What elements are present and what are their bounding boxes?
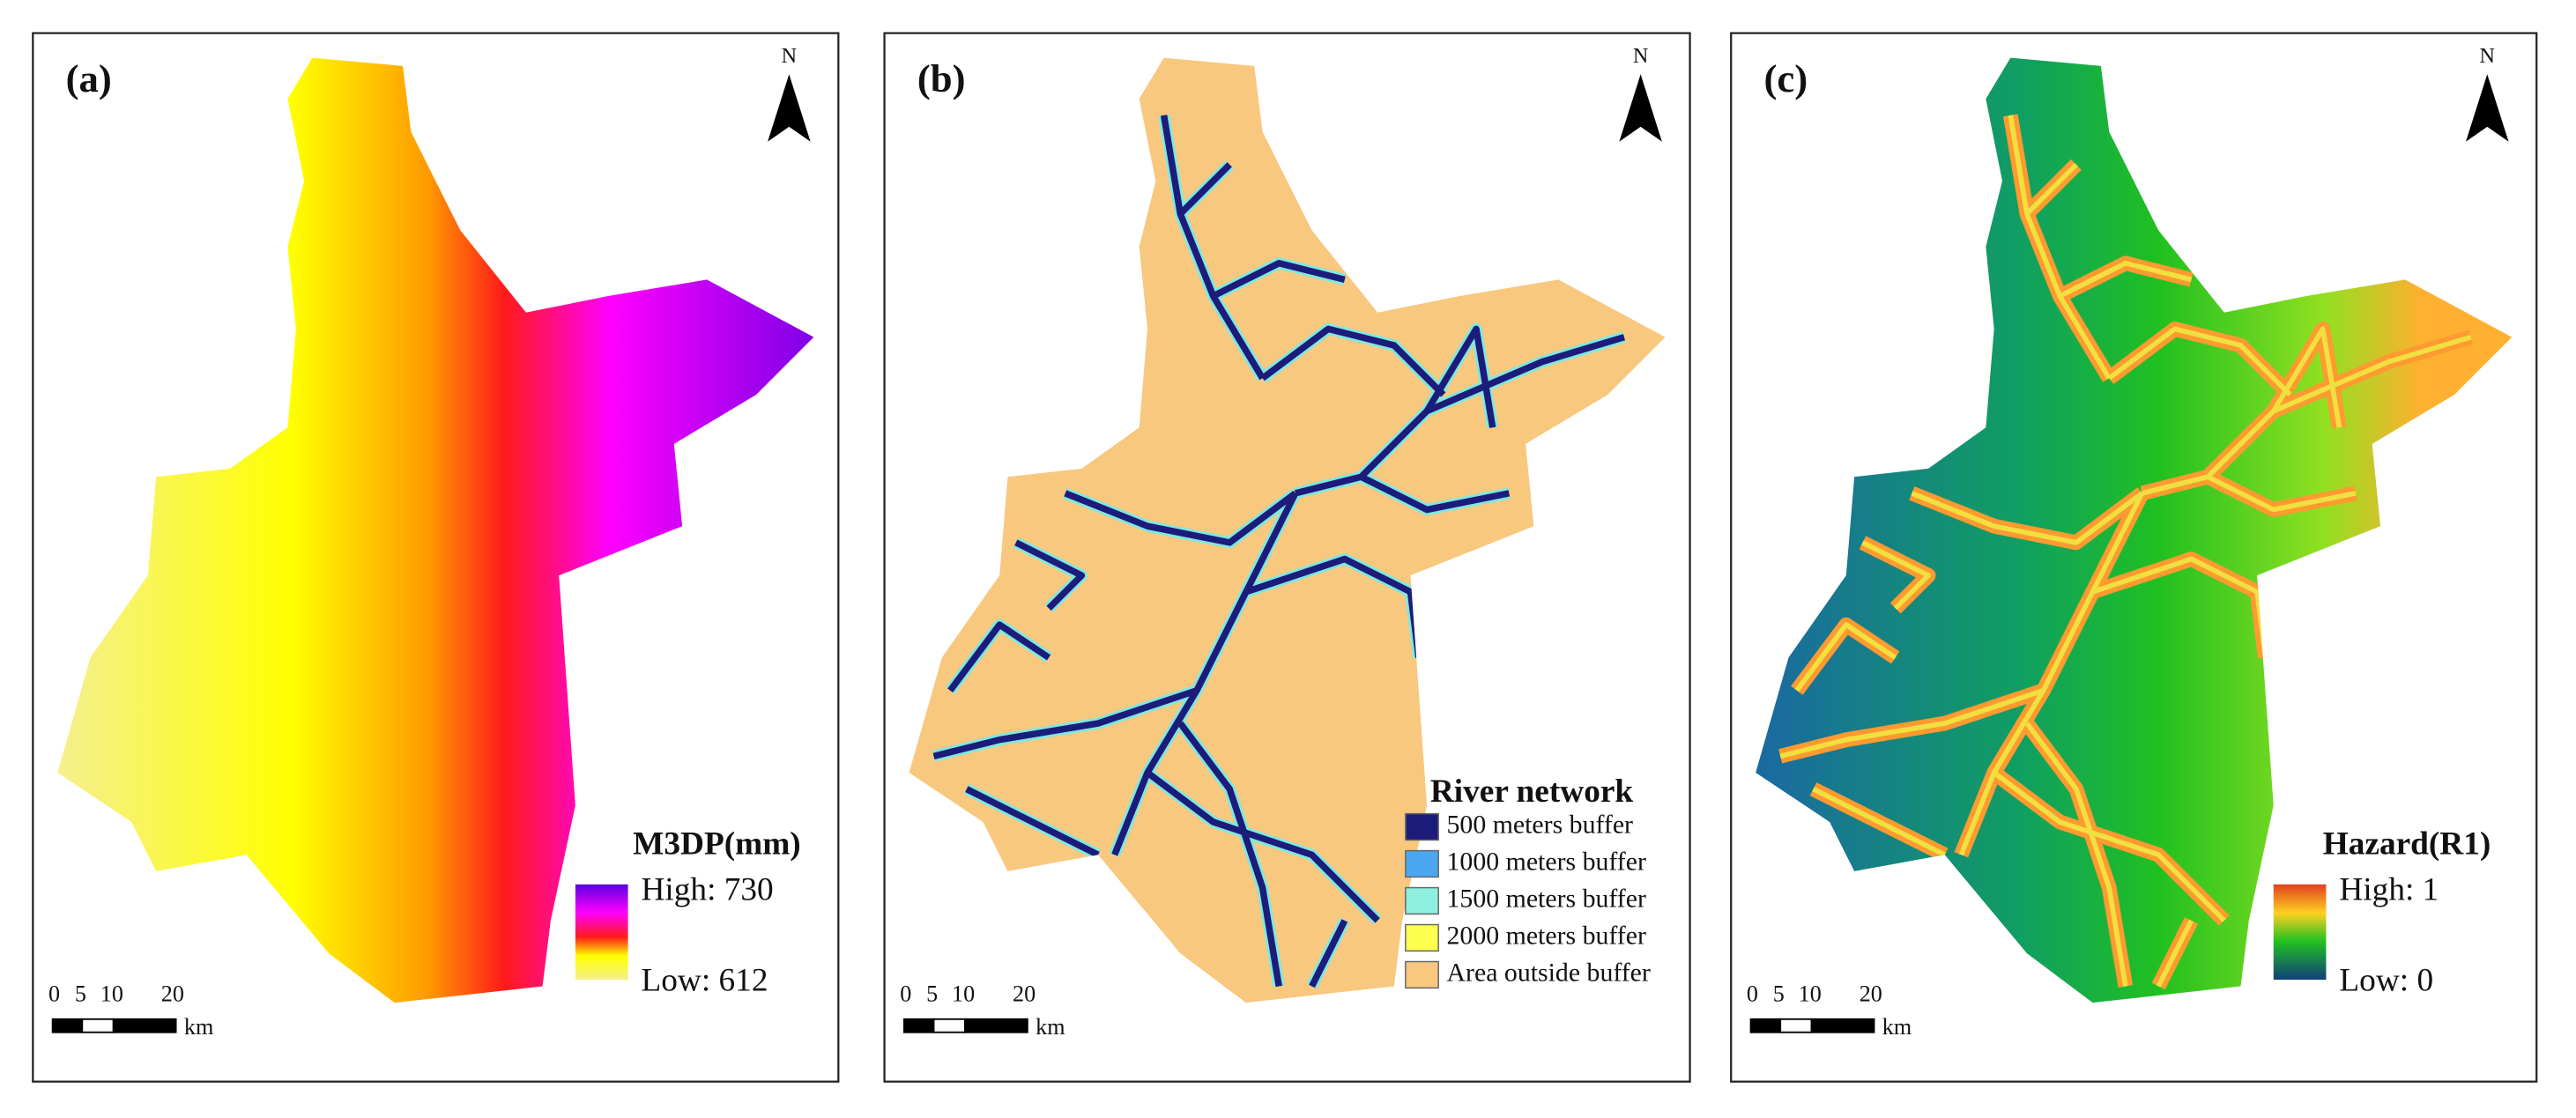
scale-label: 5 [75,981,86,1007]
legend-item: 1000 meters buffer [1447,847,1646,876]
scale-unit: km [184,1014,213,1040]
scale-bar [112,1018,177,1033]
legend-title: River network [1430,774,1634,810]
north-arrow [2466,74,2509,142]
north-arrow [1619,74,1662,142]
panel-label: (a) [66,56,112,100]
scale-label: 10 [1799,981,1822,1007]
panel-label: (c) [1764,56,1808,100]
scale-bar [964,1018,1028,1033]
north-arrow [768,74,811,142]
scale-unit: km [1036,1014,1065,1040]
north-label: N [782,44,798,68]
scale-unit: km [1882,1014,1912,1040]
scale-bar [1779,1018,1813,1033]
north-label: N [2480,44,2496,68]
legend-low: Low: 0 [2339,962,2433,998]
legend-low: Low: 612 [641,962,768,998]
legend-title: Hazard(R1) [2323,826,2491,862]
scale-bar [903,1018,935,1033]
scale-bar [51,1018,84,1033]
legend-title: M3DP(mm) [633,826,801,862]
legend-swatch [1405,886,1439,915]
legend-swatch [1405,849,1439,878]
legend-swatch [1405,960,1439,989]
legend-colorbar [2273,884,2327,981]
north-label: N [1633,44,1649,68]
panel-label: (b) [917,56,966,100]
scale-label: 0 [48,981,60,1007]
scale-label: 10 [952,981,975,1007]
scale-label: 20 [1013,981,1036,1007]
legend-high: High: 1 [2339,872,2439,908]
legend-swatch [1405,812,1439,841]
legend-item: 500 meters buffer [1447,810,1634,839]
scale-bar [1749,1018,1782,1033]
legend-swatch [1405,923,1439,952]
legend-item: Area outside buffer [1447,958,1651,987]
scale-bar [932,1018,966,1033]
scale-label: 10 [100,981,123,1007]
legend-high: High: 730 [641,872,773,908]
scale-bar [81,1018,115,1033]
scale-label: 5 [926,981,938,1007]
scale-label: 5 [1773,981,1785,1007]
scale-label: 20 [1860,981,1882,1007]
legend-item: 2000 meters buffer [1447,921,1646,950]
legend-colorbar [575,884,628,981]
scale-bar [1810,1018,1875,1033]
scale-label: 0 [1747,981,1758,1007]
scale-label: 20 [161,981,184,1007]
scale-label: 0 [900,981,911,1007]
legend-item: 1500 meters buffer [1447,884,1646,913]
